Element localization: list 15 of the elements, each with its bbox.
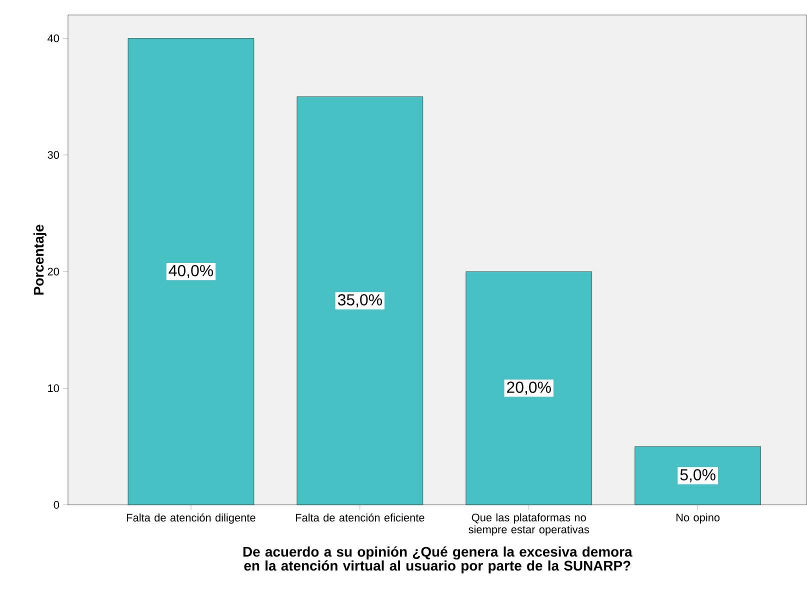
y-tick-label: 10: [48, 384, 60, 392]
y-tick-label: 20: [48, 268, 60, 276]
data-label: 5,0%: [680, 469, 716, 482]
data-label: 40,0%: [168, 265, 214, 278]
y-tick-label: 30: [48, 151, 60, 159]
y-tick-label: 0: [54, 501, 60, 509]
x-tick-label: Falta de atención diligente: [127, 513, 256, 524]
data-label: 20,0%: [507, 382, 551, 395]
x-tick-label: No opino: [676, 513, 720, 524]
x-tick-label: Que las plataformas no siempre estar operativas: [468, 513, 590, 536]
y-tick-label: 40: [48, 34, 60, 42]
y-axis-title: Porcentaje: [33, 224, 46, 295]
x-axis-title: De acuerdo a su opinión ¿Qué genera la excesiva demora en la atención virtual al usuario por parte de la SUNARP?: [243, 546, 632, 574]
data-label: 35,0%: [338, 294, 382, 308]
x-tick-label: Falta de atención eficiente: [296, 513, 424, 522]
